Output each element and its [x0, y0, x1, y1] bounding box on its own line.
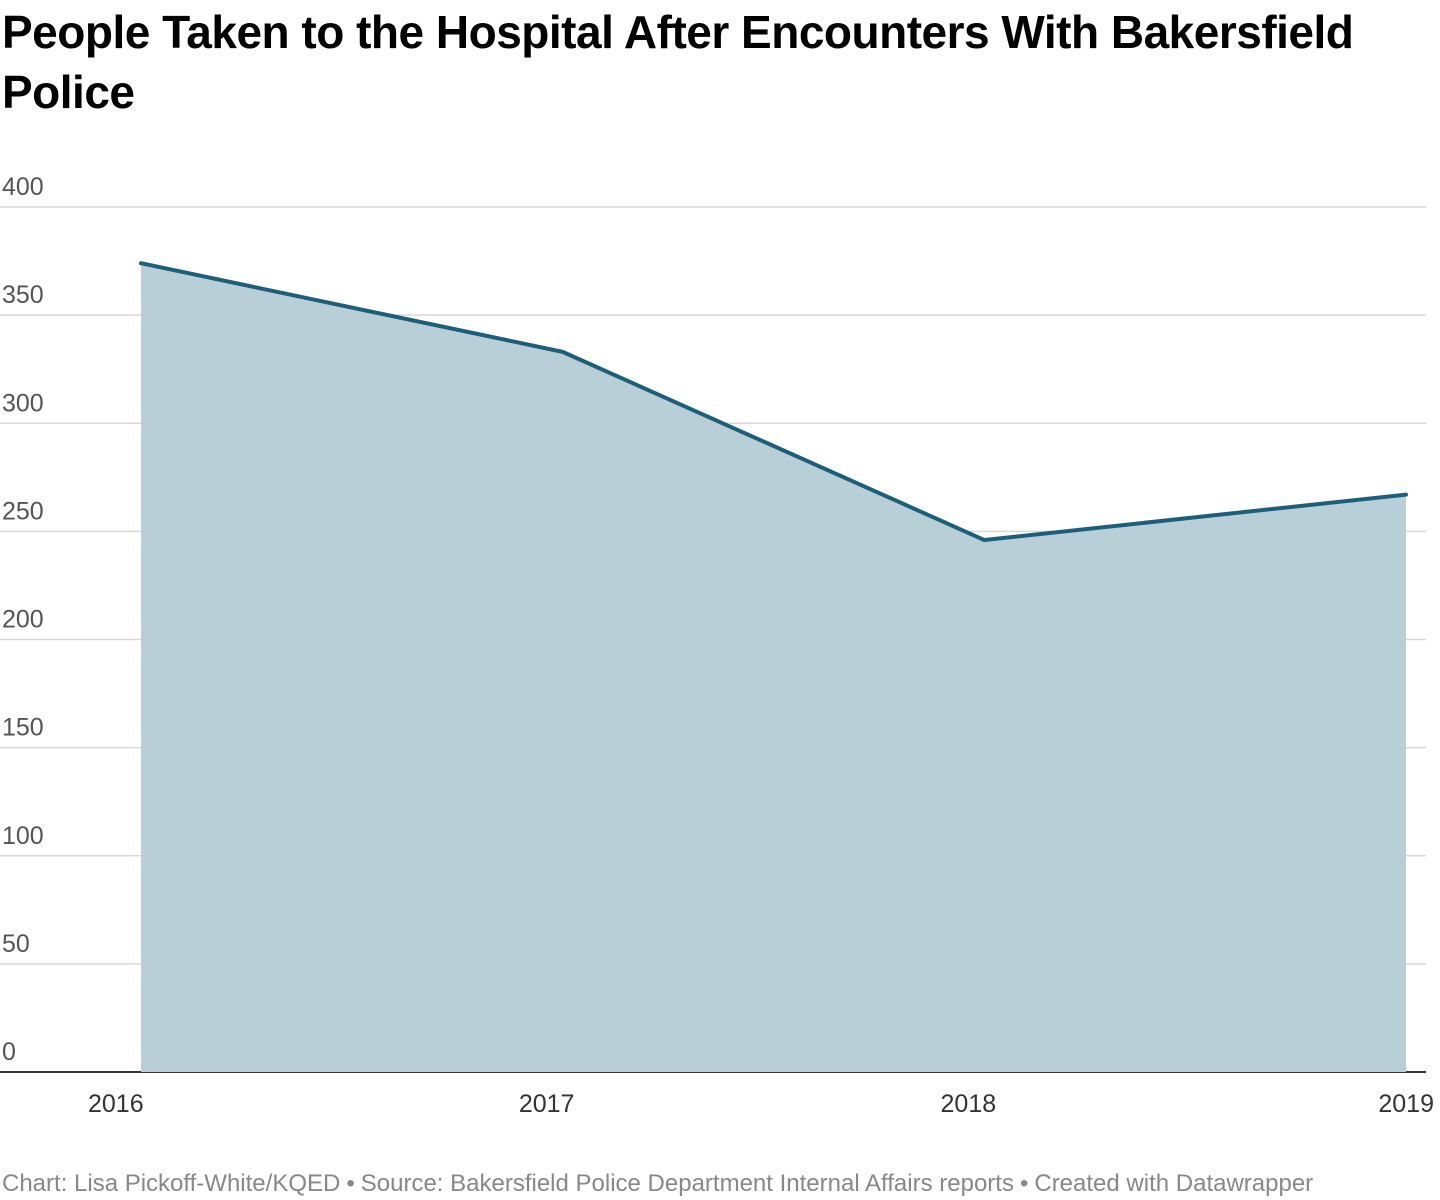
- chart-title: People Taken to the Hospital After Encou…: [2, 6, 1354, 118]
- x-tick-label: 2017: [519, 1090, 575, 1118]
- chart-credit: Chart: Lisa Pickoff-White/KQED: [2, 1170, 341, 1197]
- x-tick-label: 2019: [1378, 1090, 1434, 1118]
- y-tick-label: 400: [2, 173, 44, 201]
- area-layer: [141, 263, 1406, 1073]
- y-axis-ticks: 0 50 100 150 200 250 300 350 400: [2, 173, 44, 1066]
- y-tick-label: 150: [2, 714, 44, 742]
- x-tick-label: 2016: [88, 1090, 144, 1118]
- y-tick-label: 350: [2, 281, 44, 309]
- y-tick-label: 300: [2, 389, 44, 417]
- chart-footer: Chart: Lisa Pickoff-White/KQED • Source: B…: [2, 1168, 1313, 1200]
- y-tick-label: 50: [2, 930, 30, 958]
- area-fill: [141, 263, 1406, 1073]
- footer-separator: •: [346, 1170, 355, 1197]
- chart-source: Source: Bakersfield Police Department In…: [360, 1170, 1014, 1197]
- chart-tool-credit: Created with Datawrapper: [1034, 1170, 1314, 1197]
- x-axis-ticks: 2016 2017 2018 2019: [88, 1090, 1434, 1118]
- y-tick-label: 250: [2, 497, 44, 525]
- y-tick-label: 200: [2, 606, 44, 634]
- series-line: [139, 261, 1408, 543]
- y-tick-label: 100: [2, 822, 44, 850]
- x-tick-label: 2018: [941, 1090, 997, 1118]
- line-layer: [139, 261, 1408, 543]
- y-tick-label: 0: [2, 1038, 16, 1066]
- footer-separator: •: [1019, 1170, 1029, 1197]
